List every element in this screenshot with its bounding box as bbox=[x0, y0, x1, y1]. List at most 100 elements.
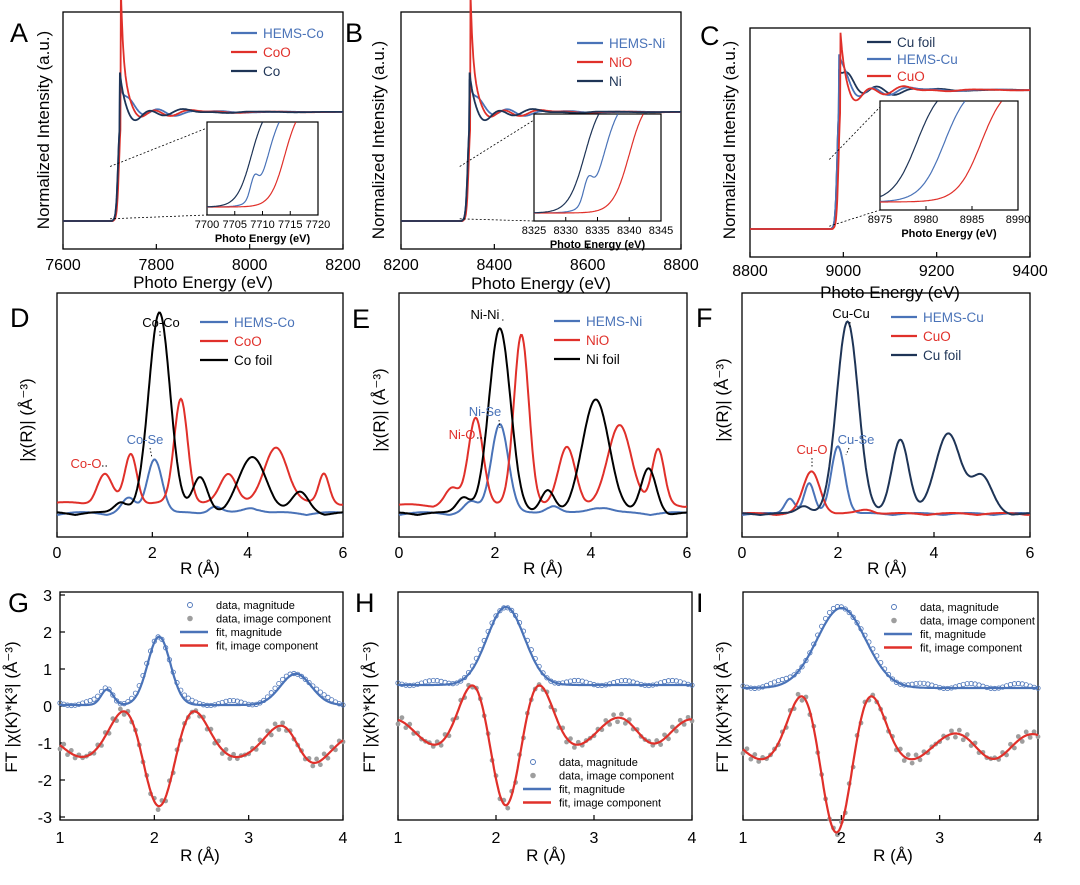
inset-tick-label: 7710 bbox=[250, 219, 274, 231]
legend-entry: Cu foil bbox=[923, 348, 961, 363]
x-tick-label: 4 bbox=[1034, 830, 1043, 847]
x-tick-label: 1 bbox=[394, 830, 403, 847]
x-axis-label: R (Å) bbox=[180, 846, 220, 865]
x-tick-label: 0 bbox=[53, 545, 62, 562]
data-magnitude-point bbox=[795, 668, 801, 675]
data-image-point bbox=[317, 762, 323, 768]
data-magnitude-point bbox=[618, 678, 625, 684]
legend-marker bbox=[187, 602, 193, 608]
legend-entry: fit, image component bbox=[559, 798, 661, 810]
data-image-point bbox=[740, 750, 746, 756]
legend-entry: Co foil bbox=[234, 353, 272, 368]
y-axis-label: FT |χ(K)*K³| (Å⁻³) bbox=[360, 641, 379, 772]
plot-frame-E bbox=[398, 292, 688, 538]
legend-marker bbox=[891, 617, 897, 624]
data-image-point bbox=[403, 725, 409, 731]
x-axis-label: Photo Energy (eV) bbox=[471, 274, 611, 293]
x-tick-label: 8600 bbox=[570, 257, 606, 274]
inset-tick-label: 7720 bbox=[306, 219, 330, 231]
inset-line-HEMS-Cu bbox=[879, 100, 966, 203]
data-magnitude-point bbox=[1015, 680, 1021, 687]
data-image-point bbox=[799, 697, 805, 703]
annotation-leader bbox=[498, 419, 501, 429]
fit-image-line bbox=[59, 710, 344, 808]
inset-tick-label: 8990 bbox=[1006, 214, 1030, 226]
series-line-CoO bbox=[56, 397, 344, 506]
inset-tick-label: 8330 bbox=[554, 225, 578, 237]
data-magnitude-point bbox=[223, 698, 229, 704]
y-axis-label: |χ(R)| (Å⁻³) bbox=[370, 368, 389, 451]
series-line-Co-foil bbox=[57, 311, 343, 517]
data-image-point bbox=[909, 760, 915, 766]
inset-tick-label: 7715 bbox=[278, 219, 302, 231]
inset-tick-label: 7700 bbox=[195, 219, 219, 231]
x-tick-label: 2 bbox=[492, 830, 501, 847]
y-axis-label: Normalized Intensity (a.u.) bbox=[369, 41, 388, 239]
series-line-HEMS-Co bbox=[56, 458, 344, 517]
data-magnitude-point bbox=[302, 676, 308, 682]
data-image-point bbox=[960, 737, 966, 743]
peak-annotation: Co-O bbox=[70, 456, 101, 471]
fit-image-line bbox=[742, 695, 1039, 834]
peak-annotation: Co-Se bbox=[127, 432, 164, 447]
legend-entry: Cu foil bbox=[897, 35, 935, 50]
x-tick-label: 4 bbox=[930, 545, 939, 562]
data-image-point bbox=[121, 712, 127, 717]
inset-x-label: Photo Energy (eV) bbox=[550, 239, 646, 251]
legend-entry: data, image component bbox=[216, 614, 331, 626]
x-tick-label: 8200 bbox=[325, 257, 361, 274]
data-magnitude-point bbox=[509, 607, 515, 614]
x-tick-label: 2 bbox=[834, 545, 843, 562]
legend-entry: Ni bbox=[609, 74, 622, 89]
y-axis-label: |χ(R)| (Å⁻³) bbox=[17, 378, 36, 461]
data-image-point bbox=[1015, 734, 1021, 739]
peak-annotation: Co-Co bbox=[142, 315, 180, 330]
plot-frame-D bbox=[56, 292, 344, 538]
y-tick-label: -3 bbox=[38, 810, 52, 827]
data-image-point bbox=[956, 727, 962, 733]
data-image-point bbox=[607, 721, 613, 727]
fit-image-line bbox=[397, 684, 692, 807]
data-magnitude-point bbox=[227, 698, 233, 704]
legend-marker bbox=[891, 604, 897, 610]
y-tick-label: 1 bbox=[43, 662, 52, 679]
legend-entry: HEMS-Ni bbox=[609, 36, 665, 51]
x-tick-label: 2 bbox=[837, 830, 846, 847]
inset-guide-line bbox=[459, 119, 535, 167]
data-magnitude-point bbox=[325, 694, 331, 700]
legend-entry: HEMS-Ni bbox=[586, 314, 642, 329]
legend-entry: data, magnitude bbox=[920, 602, 999, 614]
data-magnitude-point bbox=[276, 681, 282, 687]
peak-annotation: Ni-O bbox=[449, 427, 476, 442]
data-image-point bbox=[61, 741, 67, 747]
data-magnitude-point bbox=[272, 685, 278, 691]
x-tick-label: 6 bbox=[1026, 545, 1035, 562]
data-image-point bbox=[756, 759, 762, 764]
inset-guide-line bbox=[829, 209, 881, 227]
data-image-point bbox=[268, 732, 274, 738]
legend-entry: fit, image component bbox=[920, 643, 1022, 655]
series-line-Cu-foil bbox=[742, 320, 1030, 517]
x-tick-label: 7800 bbox=[139, 257, 175, 274]
inset-line-CoO bbox=[207, 121, 297, 208]
data-image-point bbox=[666, 736, 671, 742]
inset-tick-label: 8340 bbox=[617, 225, 641, 237]
data-image-point bbox=[795, 691, 801, 697]
peak-annotation: Ni-Ni bbox=[471, 307, 500, 322]
legend-entry: fit, image component bbox=[216, 641, 318, 653]
legend-entry: fit, magnitude bbox=[559, 784, 625, 796]
inset-x-label: Photo Energy (eV) bbox=[901, 228, 997, 240]
data-image-point bbox=[615, 719, 620, 725]
y-tick-label: -2 bbox=[38, 773, 52, 790]
annotation-leader bbox=[149, 447, 153, 459]
data-magnitude-point bbox=[234, 698, 240, 704]
panel-label-D: D bbox=[10, 303, 30, 333]
panel-label-F: F bbox=[696, 303, 713, 333]
x-axis-label: Photo Energy (eV) bbox=[820, 283, 960, 302]
x-tick-label: 8000 bbox=[232, 257, 268, 274]
inset-frame bbox=[879, 100, 1019, 211]
data-magnitude-point bbox=[665, 678, 672, 684]
inset-line-Ni bbox=[533, 113, 600, 214]
peak-annotation: Cu-Se bbox=[838, 432, 875, 447]
x-tick-label: 9200 bbox=[919, 263, 955, 280]
